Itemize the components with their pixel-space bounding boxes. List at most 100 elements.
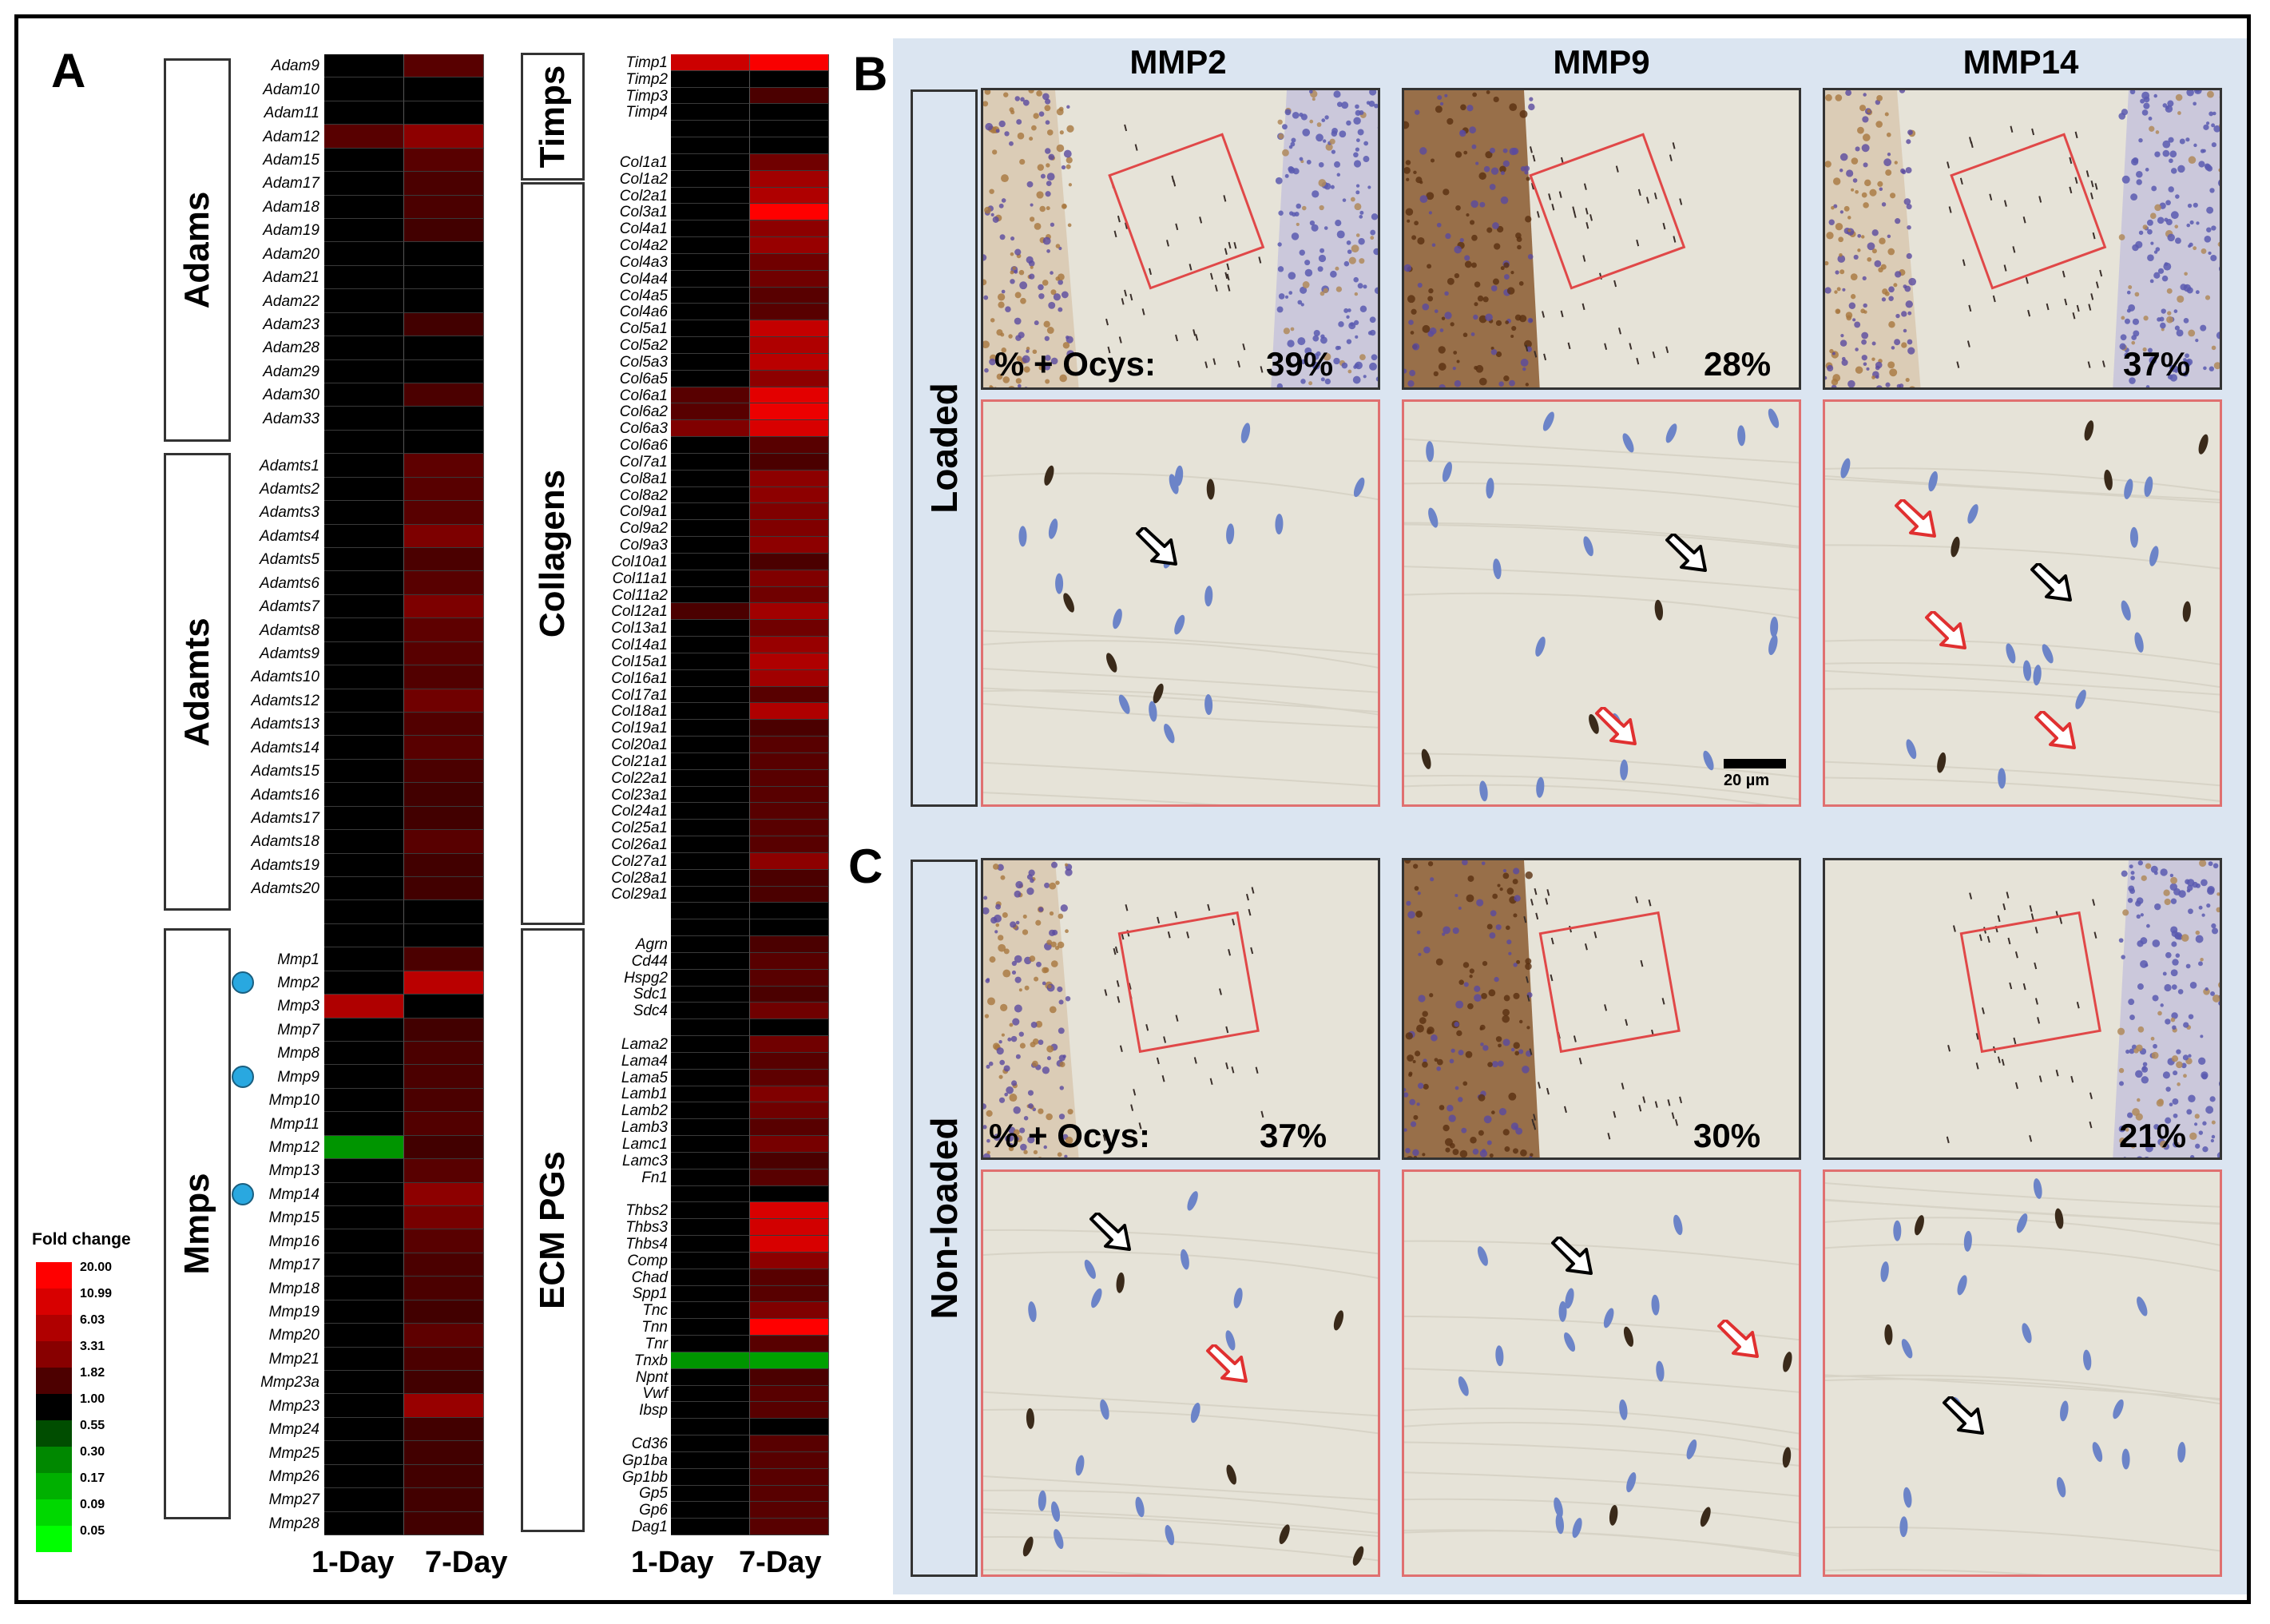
heatmap-cell [750, 104, 829, 121]
heatmap-cell [671, 1485, 750, 1503]
heatmap-cell [671, 1069, 750, 1086]
heatmap-cell [324, 1277, 404, 1300]
gene-label: Col13a1 [611, 620, 668, 637]
scale-bar [1724, 759, 1786, 768]
heatmap-cell [324, 312, 404, 337]
gene-label: Mmp18 [268, 1280, 319, 1297]
gene-label: Chad [631, 1269, 668, 1286]
heatmap-cell [750, 70, 829, 88]
heatmap-cell [324, 736, 404, 760]
gene-label: Agrn [635, 935, 668, 953]
heatmap-cell [324, 1441, 404, 1465]
legend-swatch [36, 1315, 72, 1341]
heatmap-cell [324, 665, 404, 689]
heatmap-cell [404, 336, 484, 360]
heatmap-cell [671, 586, 750, 604]
heatmap-cell [404, 689, 484, 713]
gene-label: Mmp26 [268, 1467, 319, 1485]
gene-label: Col9a2 [619, 520, 668, 538]
gene-label: Adam9 [271, 58, 319, 75]
heatmap-cell [671, 637, 750, 653]
gene-label: Col5a2 [619, 337, 668, 355]
pct-loaded-mmp2: 39% [1266, 345, 1334, 383]
heatmap-cell [750, 1202, 829, 1220]
gene-label: Adamts4 [260, 527, 319, 545]
heatmap-cell [750, 420, 829, 438]
gene-label: Mmp9 [277, 1068, 319, 1086]
gene-label: Mmp16 [268, 1233, 319, 1250]
heatmap-cell [404, 265, 484, 290]
heatmap-cell [324, 641, 404, 666]
heatmap-cell [750, 986, 829, 1003]
legend-value: 3.31 [80, 1340, 105, 1353]
gene-label: Col29a1 [611, 886, 668, 903]
heatmap-cell [750, 686, 829, 704]
gene-label: Ibsp [639, 1402, 668, 1420]
gene-label: Adamts18 [251, 833, 319, 851]
column-header-mmp14: MMP14 [1962, 43, 2079, 81]
gene-label: Timp1 [625, 54, 668, 71]
gene-label: Lamb2 [621, 1102, 668, 1120]
heatmap-cell [324, 195, 404, 219]
zoom-region-box [1117, 911, 1260, 1054]
legend-value: 0.30 [80, 1445, 105, 1459]
heatmap-cell [324, 618, 404, 642]
heatmap-cell [404, 1300, 484, 1324]
heatmap-cell [404, 1018, 484, 1042]
gene-label: Timp4 [625, 104, 668, 121]
heatmap-cell [750, 403, 829, 421]
heatmap-cell [671, 1336, 750, 1352]
heatmap-cell [671, 353, 750, 371]
heatmap-cell [671, 1352, 750, 1369]
heatmap-cell [324, 54, 404, 78]
heatmap-cell [671, 87, 750, 105]
heatmap-cell [404, 172, 484, 196]
heatmap-cell [404, 618, 484, 642]
gene-label: Col28a1 [611, 869, 668, 887]
heatmap-cell [671, 952, 750, 970]
heatmap-cell [671, 703, 750, 721]
heatmap-cell [750, 586, 829, 604]
gene-label: Mmp28 [268, 1515, 319, 1532]
heatmap-cell [671, 437, 750, 454]
gene-label: Col27a1 [611, 852, 668, 870]
heatmap-cell [750, 620, 829, 637]
heatmap-cell [324, 430, 404, 455]
heatmap-cell [404, 454, 484, 478]
heatmap-cell [671, 1086, 750, 1103]
gene-label: Col25a1 [611, 820, 668, 837]
heatmap-cell [324, 101, 404, 125]
highlight-dot [232, 1066, 254, 1089]
heatmap-cell [750, 1219, 829, 1237]
gene-label: Adam23 [263, 316, 319, 333]
gene-label: Adamts7 [260, 598, 319, 616]
heatmap-cell [750, 437, 829, 454]
heatmap-cell [750, 836, 829, 853]
legend-value: 1.82 [80, 1366, 105, 1380]
ocys-label-nonloaded: % + Ocys: [989, 1117, 1150, 1154]
gene-label: Cd36 [631, 1435, 668, 1452]
legend-swatch [36, 1447, 72, 1473]
heatmap-cell [671, 986, 750, 1003]
gene-label: Adamts8 [260, 621, 319, 639]
gene-label: Col14a1 [611, 637, 668, 654]
heatmap-cell [324, 689, 404, 713]
legend-swatch [36, 1368, 72, 1394]
heatmap-cell [750, 337, 829, 354]
heatmap-cell [750, 237, 829, 254]
gene-label: Adam18 [263, 198, 319, 216]
gene-label: Mmp8 [277, 1045, 319, 1062]
heatmap-cell [750, 1019, 829, 1037]
legend-value: 0.55 [80, 1419, 105, 1432]
heatmap-cell [324, 125, 404, 149]
panel-label-c: C [848, 840, 883, 893]
micrograph-drawing [1825, 1172, 2220, 1574]
x-label-right-7day: 7-Day [739, 1546, 822, 1579]
heatmap-cell [404, 1394, 484, 1418]
heatmap-cell [750, 1003, 829, 1020]
gene-label: Col16a1 [611, 669, 668, 687]
gene-label: Tnr [645, 1335, 669, 1352]
heatmap-cell [324, 830, 404, 854]
gene-label: Lamc3 [621, 1152, 668, 1169]
gene-label: Adamts20 [251, 880, 319, 898]
